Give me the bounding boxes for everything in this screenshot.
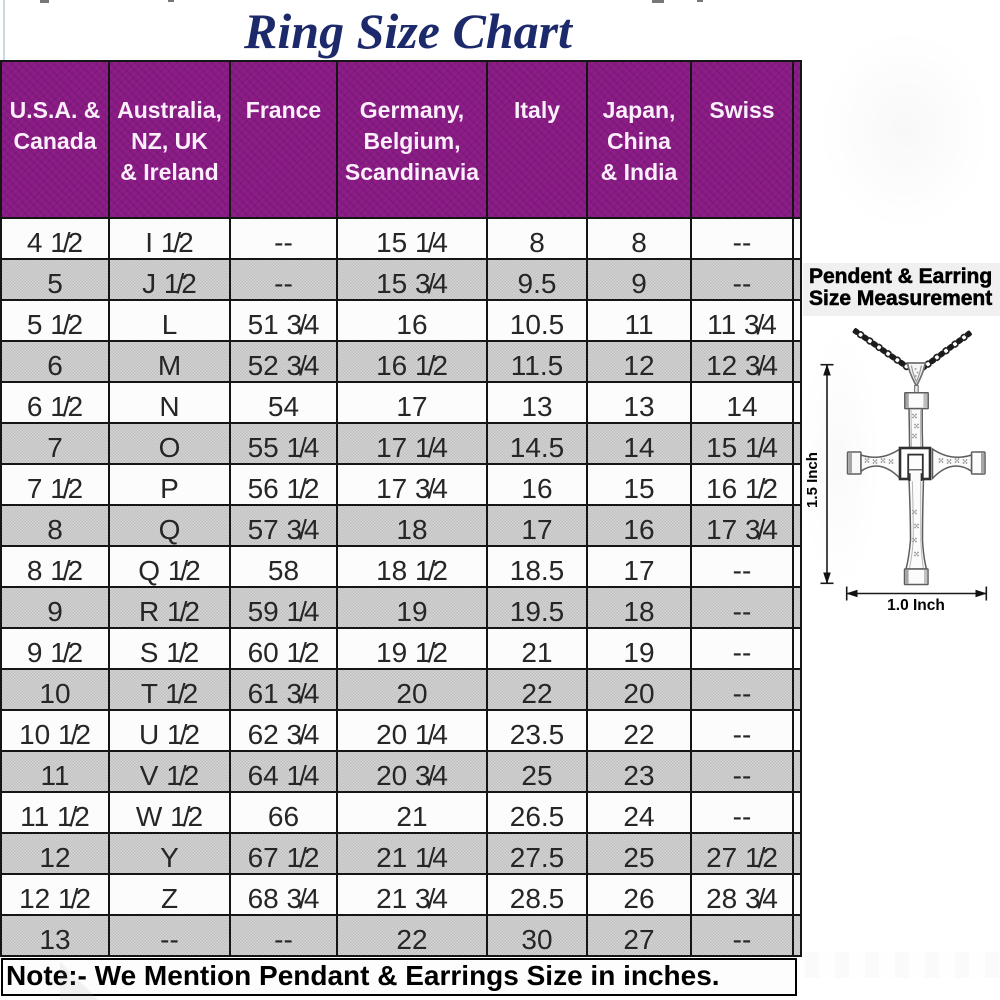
svg-text:1.5 Inch: 1.5 Inch: [804, 452, 821, 508]
svg-text:1.0 Inch: 1.0 Inch: [887, 597, 945, 614]
